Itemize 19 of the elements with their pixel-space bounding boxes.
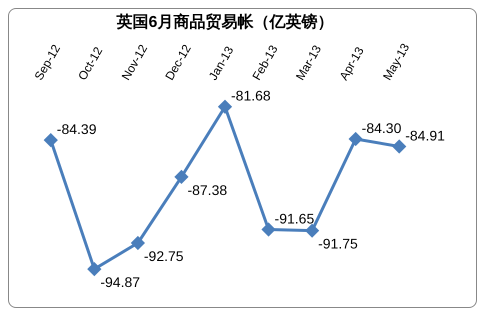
point (88, 262, 101, 276)
point (218, 100, 232, 114)
point (349, 132, 362, 146)
data-label: -84.39 (56, 120, 97, 137)
chart-title: 英国6月商品贸易帐（亿英镑） (116, 13, 334, 32)
point (392, 140, 406, 153)
point (306, 224, 319, 238)
data-label: -81.68 (231, 88, 271, 104)
data-label: -91.75 (318, 236, 358, 252)
data-label: -94.87 (100, 274, 140, 290)
point (44, 134, 58, 147)
point (262, 222, 276, 236)
data-label: -84.91 (405, 127, 446, 144)
point (131, 236, 144, 250)
data-label: -84.30 (362, 120, 402, 136)
data-label: -91.65 (274, 210, 314, 226)
data-label: -92.75 (144, 248, 184, 264)
data-label: -87.38 (187, 182, 228, 198)
point (174, 170, 188, 184)
